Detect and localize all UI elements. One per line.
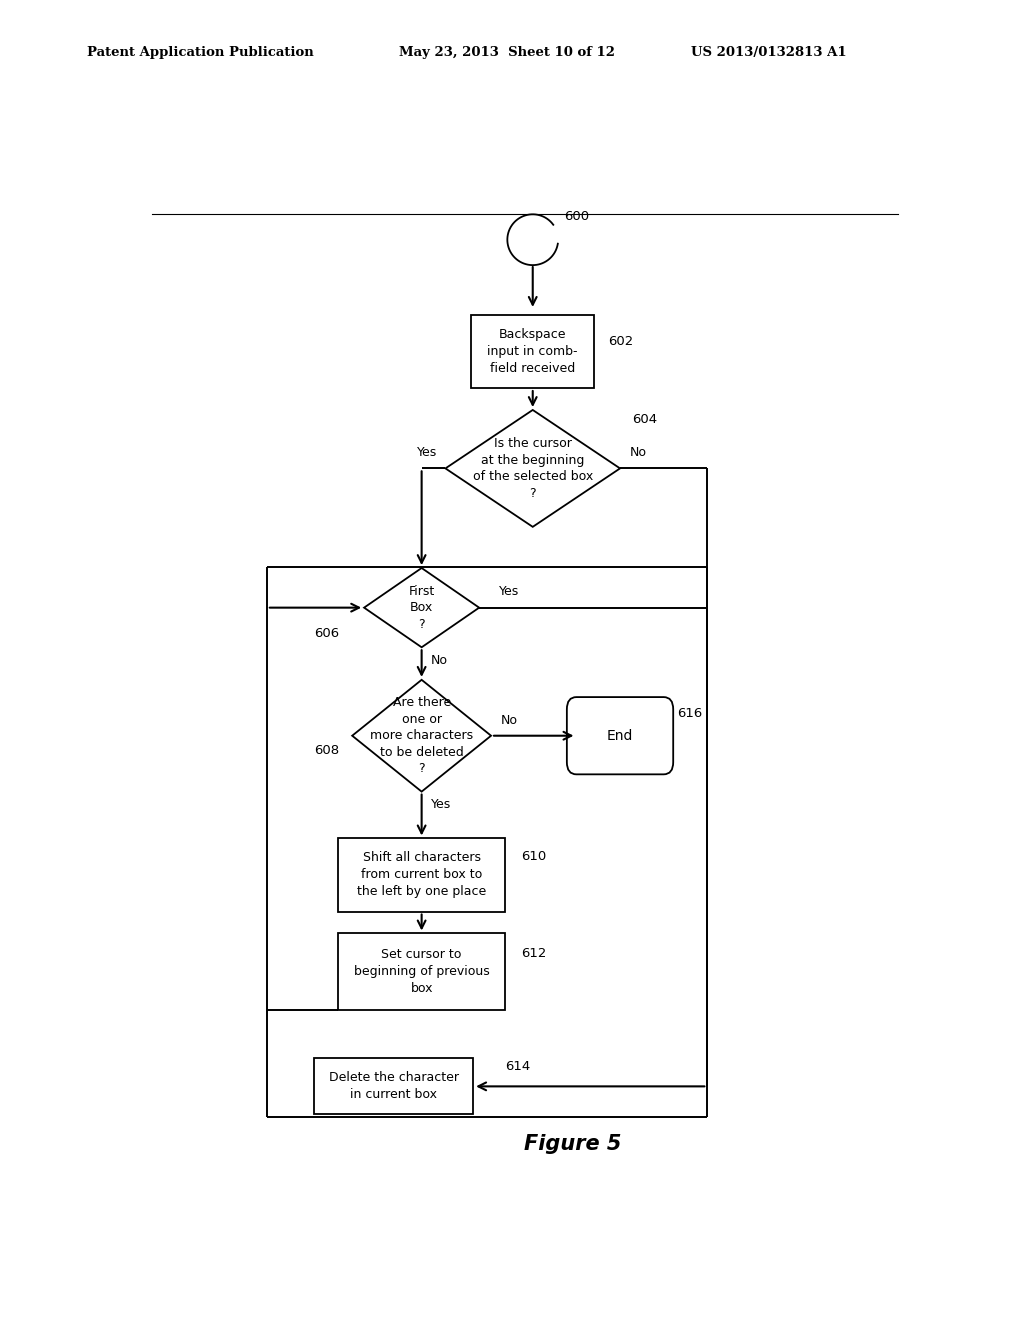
Text: 600: 600 [564, 210, 590, 223]
Text: 610: 610 [521, 850, 546, 863]
Text: No: No [630, 446, 646, 458]
Polygon shape [445, 411, 620, 527]
FancyBboxPatch shape [314, 1059, 473, 1114]
Polygon shape [352, 680, 492, 792]
Text: First
Box
?: First Box ? [409, 585, 435, 631]
Text: Yes: Yes [499, 585, 519, 598]
Text: 616: 616 [677, 706, 702, 719]
Text: No: No [431, 653, 449, 667]
Text: Yes: Yes [431, 799, 452, 812]
Text: Figure 5: Figure 5 [523, 1134, 622, 1154]
Text: Yes: Yes [417, 446, 437, 458]
Text: 606: 606 [314, 627, 340, 640]
Text: Set cursor to
beginning of previous
box: Set cursor to beginning of previous box [353, 948, 489, 995]
Text: 608: 608 [314, 744, 340, 758]
Text: Backspace
input in comb-
field received: Backspace input in comb- field received [487, 327, 578, 375]
Text: May 23, 2013  Sheet 10 of 12: May 23, 2013 Sheet 10 of 12 [399, 46, 615, 59]
Text: Is the cursor
at the beginning
of the selected box
?: Is the cursor at the beginning of the se… [473, 437, 593, 500]
Text: Are there
one or
more characters
to be deleted
?: Are there one or more characters to be d… [370, 696, 473, 775]
FancyBboxPatch shape [471, 315, 594, 388]
FancyBboxPatch shape [567, 697, 673, 775]
Polygon shape [365, 568, 479, 647]
Text: 614: 614 [505, 1060, 530, 1073]
Text: No: No [501, 714, 517, 727]
Text: US 2013/0132813 A1: US 2013/0132813 A1 [691, 46, 847, 59]
FancyBboxPatch shape [338, 838, 505, 912]
Text: 602: 602 [608, 335, 634, 348]
FancyBboxPatch shape [338, 933, 505, 1010]
Text: 604: 604 [632, 413, 657, 426]
Text: Patent Application Publication: Patent Application Publication [87, 46, 313, 59]
Text: Shift all characters
from current box to
the left by one place: Shift all characters from current box to… [357, 851, 486, 899]
Text: Delete the character
in current box: Delete the character in current box [329, 1072, 459, 1101]
Text: End: End [607, 729, 633, 743]
Text: 612: 612 [521, 946, 546, 960]
